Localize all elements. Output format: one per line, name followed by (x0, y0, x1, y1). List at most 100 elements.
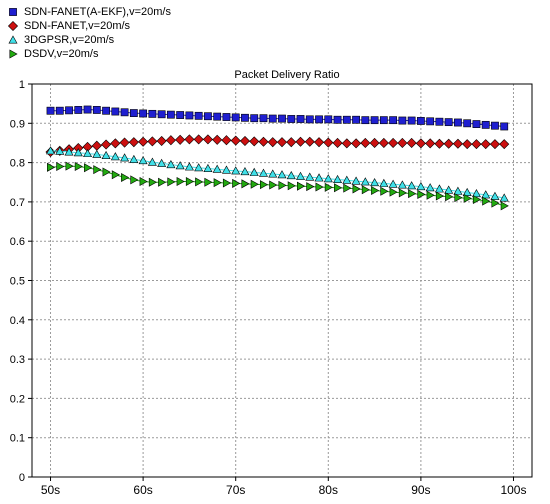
series-4 (47, 161, 509, 211)
data-point (305, 115, 314, 124)
data-point (443, 138, 454, 149)
legend-marker-icon (6, 19, 20, 33)
data-point (121, 173, 130, 183)
data-point (415, 138, 426, 149)
data-point (278, 180, 287, 190)
data-point (222, 113, 231, 121)
data-point (258, 168, 268, 177)
data-point (333, 174, 343, 183)
data-point (361, 116, 370, 125)
data-point (425, 138, 436, 149)
data-point (500, 201, 509, 211)
data-point (406, 137, 417, 148)
data-point (323, 174, 333, 183)
data-point (230, 135, 241, 146)
legend-label: SDN-FANET(A-EKF),v=20m/s (24, 6, 171, 18)
data-point (232, 178, 241, 188)
chart-legend: SDN-FANET(A-EKF),v=20m/s SDN-FANET,v=20m/… (6, 5, 171, 61)
data-point (221, 165, 231, 174)
data-point (102, 106, 110, 115)
legend-item: SDN-FANET(A-EKF),v=20m/s (6, 5, 171, 19)
data-point (147, 157, 157, 166)
x-tick-label: 90s (411, 483, 430, 497)
data-point (315, 182, 324, 192)
data-point (490, 191, 500, 200)
data-point (212, 164, 222, 173)
data-point (268, 114, 277, 123)
legend-marker-shape (9, 8, 17, 16)
data-point (378, 137, 389, 148)
data-point (342, 175, 352, 184)
y-tick-label: 0.5 (10, 276, 25, 288)
data-point (175, 134, 186, 145)
data-point (56, 162, 65, 172)
data-point (184, 134, 195, 145)
data-point (481, 190, 491, 199)
data-point (286, 137, 297, 148)
data-point (64, 147, 74, 156)
data-point (305, 172, 315, 181)
data-point (453, 186, 463, 195)
data-point (407, 181, 417, 190)
data-point (379, 178, 389, 187)
data-point (454, 193, 463, 203)
data-point (101, 139, 112, 150)
data-point (165, 135, 176, 146)
data-point (351, 176, 361, 185)
data-point (435, 117, 444, 126)
data-point (304, 136, 315, 147)
data-point (471, 189, 481, 198)
data-point (287, 181, 296, 191)
data-point (499, 139, 510, 150)
data-point (184, 162, 194, 171)
data-point (167, 177, 176, 187)
legend-marker-shape (7, 20, 19, 32)
data-point (194, 111, 203, 120)
x-tick-label: 70s (226, 483, 245, 497)
data-point (334, 183, 343, 193)
data-point (249, 136, 260, 147)
legend-label: 3DGPSR,v=20m/s (24, 34, 115, 46)
data-point (360, 177, 370, 186)
data-point (462, 187, 472, 196)
data-point (92, 149, 102, 158)
legend-item: 3DGPSR,v=20m/s (6, 33, 171, 47)
data-point (147, 136, 158, 147)
series-1 (46, 105, 509, 131)
legend-item: SDN-FANET,v=20m/s (6, 19, 171, 33)
data-point (333, 115, 342, 124)
data-point (287, 115, 296, 123)
data-point (119, 137, 130, 148)
data-point (371, 185, 380, 196)
data-point (370, 178, 380, 187)
data-point (120, 108, 129, 117)
data-point (193, 134, 204, 145)
data-point (269, 180, 278, 190)
data-point (397, 137, 408, 148)
y-tick-label: 1 (19, 79, 25, 91)
data-point (166, 159, 176, 169)
y-tick-label: 0.6 (10, 236, 25, 248)
data-point (276, 137, 288, 148)
data-point (471, 139, 482, 150)
data-point (434, 184, 444, 193)
data-point (445, 192, 454, 202)
data-point (407, 116, 416, 125)
data-point (241, 179, 250, 189)
data-point (452, 138, 463, 149)
data-point (434, 138, 445, 149)
data-point (380, 186, 389, 196)
data-point (425, 183, 435, 192)
data-point (315, 115, 323, 124)
data-point (397, 180, 407, 189)
data-point (129, 154, 139, 163)
data-point (389, 116, 398, 125)
data-point (92, 106, 101, 114)
data-point (231, 113, 240, 122)
data-point (388, 137, 399, 148)
data-point (472, 120, 481, 128)
data-point (158, 177, 167, 187)
data-point (212, 134, 223, 145)
y-tick-label: 0.8 (10, 158, 25, 170)
axes: 0 0.1 0.2 0.3 0.4 0.5 0.6 0.7 0.8 0.9 1 50s 60s 70s 80… (10, 79, 533, 497)
